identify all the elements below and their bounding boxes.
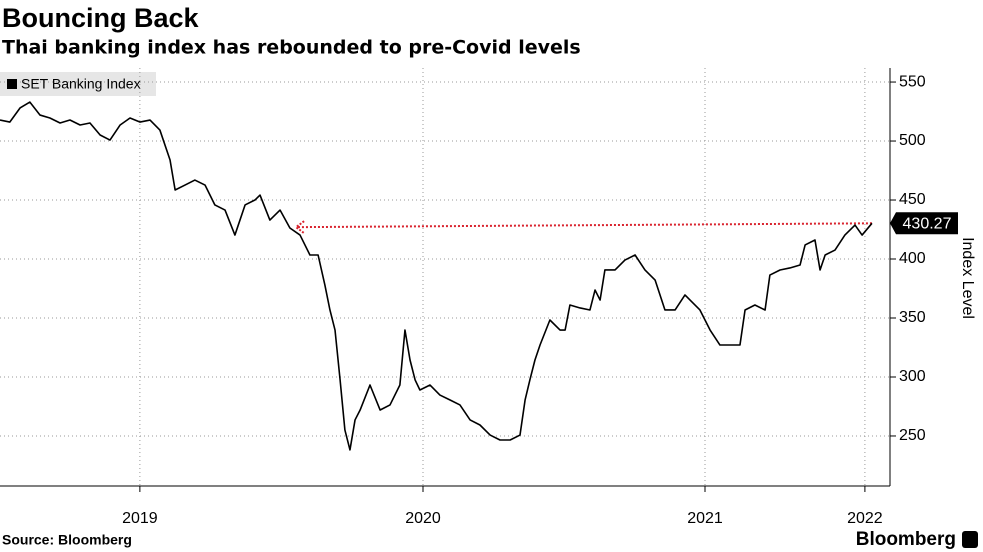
x-tick-label: 2022 (847, 510, 883, 527)
y-tick-label: 450 (899, 191, 926, 208)
y-tick-label: 400 (899, 250, 926, 267)
source: Source: Bloomberg (2, 532, 132, 548)
legend-swatch (7, 79, 17, 89)
y-tick-label: 550 (899, 73, 926, 90)
x-tick-label: 2021 (687, 510, 723, 527)
last-value-label: 430.27 (903, 216, 952, 233)
y-tick-label: 300 (899, 368, 926, 385)
x-tick-label: 2019 (122, 510, 158, 527)
reference-arrow (296, 222, 872, 229)
y-axis-label: Index Level (959, 237, 976, 319)
y-tick-label: 250 (899, 427, 926, 444)
y-tick-label: 350 (899, 309, 926, 326)
chart-title: Bouncing Back (2, 3, 200, 33)
line (0, 101, 873, 451)
chart-subtitle: Thai banking index has rebounded to pre-… (2, 37, 581, 59)
x-tick-label: 2020 (405, 510, 441, 527)
y-tick-label: 500 (899, 132, 926, 149)
legend-label: SET Banking Index (21, 76, 141, 92)
legend-box (0, 72, 156, 96)
brand-icon (962, 531, 978, 548)
brand: Bloomberg (856, 529, 956, 550)
value-label-box (890, 212, 958, 235)
